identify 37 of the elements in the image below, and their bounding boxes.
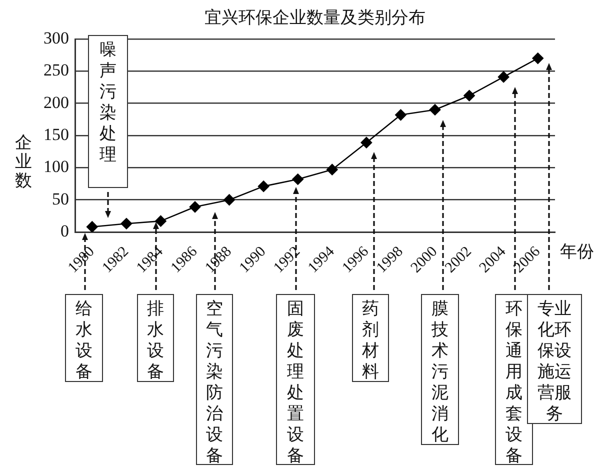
point [224,194,235,206]
x-tick-label: 1992 [270,244,304,276]
point [86,221,98,232]
point [498,71,510,83]
annotation: 噪声污染处理 [88,35,128,188]
text: 空气污染防治设备 [196,294,233,465]
y-tick-label: 50 [52,189,69,208]
point [395,109,406,121]
text: 环保通用成套设备 [495,294,533,465]
text: 膜技术污泥消化 [421,294,459,445]
point [258,180,270,192]
x-axis-title: 年份 [560,241,594,263]
chart-title: 宜兴环保企业数量及类别分布 [204,7,426,29]
y-tick-label: 100 [44,157,69,176]
point [429,104,441,116]
x-tick-label: 1980 [65,244,98,276]
y-tick-label: 150 [44,124,69,144]
y-tick-label: 250 [44,60,69,80]
point [360,136,372,148]
point [464,90,475,102]
point [326,164,338,176]
y-tick-label: 300 [44,28,69,48]
point [120,218,132,230]
text: 给水设备 [65,294,103,382]
x-tick-label: 1990 [236,244,270,276]
text: 固废处理处置设备 [276,294,315,465]
point [292,174,304,185]
y-tick-label: 0 [60,221,69,240]
text: 专业化环保设施运营服务 [527,294,582,424]
text: 药剂材料 [352,294,389,382]
point [189,201,201,213]
point [155,215,166,227]
x-tick-label: 1982 [100,244,132,276]
y-axis-title: 企业数 [15,133,33,190]
text: 排水设备 [137,294,174,382]
point [532,52,544,64]
y-tick-label: 200 [44,92,69,112]
